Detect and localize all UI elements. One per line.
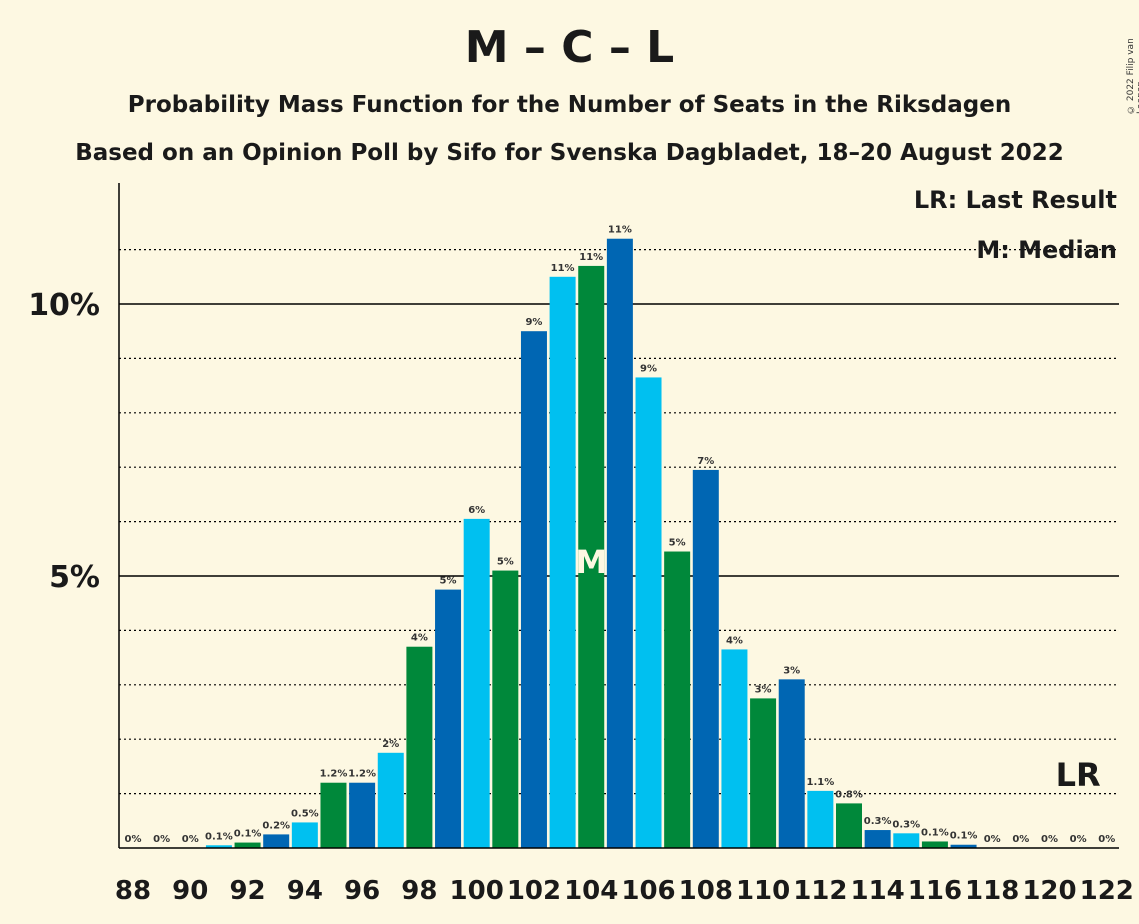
- bar-seat-96: [349, 782, 376, 848]
- x-tick-label: 100: [450, 876, 504, 906]
- x-tick-label: 110: [736, 876, 790, 906]
- bar-seat-113: [836, 803, 862, 848]
- bar-seat-92: [234, 842, 261, 848]
- bar-seat-93: [263, 834, 290, 848]
- bar-seat-95: [320, 782, 347, 848]
- bar-label-seat-117: 0.1%: [950, 831, 978, 842]
- bar-label-seat-102: 9%: [525, 317, 542, 328]
- bar-label-seat-107: 5%: [669, 538, 686, 549]
- y-tick-label: 5%: [49, 560, 100, 595]
- x-tick-label: 108: [679, 876, 733, 906]
- bar-label-seat-116: 0.1%: [921, 827, 949, 838]
- bar-label-seat-100: 6%: [468, 505, 485, 516]
- bar-label-seat-115: 0.3%: [892, 819, 920, 830]
- bar-label-seat-93: 0.2%: [262, 820, 290, 831]
- median-marker: M: [575, 543, 607, 581]
- bar-label-seat-94: 0.5%: [291, 808, 319, 819]
- last-result-marker: LR: [1056, 756, 1101, 794]
- bar-seat-100: [463, 518, 490, 848]
- bar-seat-101: [492, 570, 519, 848]
- bar-label-seat-112: 1.1%: [806, 777, 834, 788]
- chart-title: M – C – L: [464, 22, 675, 73]
- bar-label-seat-91: 0.1%: [205, 831, 233, 842]
- bar-label-seat-88: 0%: [125, 834, 142, 845]
- x-tick-label: 98: [401, 876, 437, 906]
- bar-seat-115: [893, 833, 920, 848]
- x-tick-label: 88: [115, 876, 151, 906]
- bar-label-seat-92: 0.1%: [234, 829, 262, 840]
- bar-seat-109: [721, 649, 748, 848]
- bar-seat-98: [406, 646, 433, 848]
- bar-label-seat-96: 1.2%: [348, 769, 376, 780]
- bar-label-seat-109: 4%: [726, 635, 743, 646]
- bar-label-seat-95: 1.2%: [320, 769, 348, 780]
- bar-label-seat-111: 3%: [783, 665, 800, 676]
- bar-seat-104: [578, 265, 605, 848]
- x-tick-label: 96: [344, 876, 380, 906]
- bar-label-seat-118: 0%: [984, 834, 1001, 845]
- bar-label-seat-119: 0%: [1012, 834, 1029, 845]
- x-tick-label: 112: [793, 876, 847, 906]
- bar-label-seat-120: 0%: [1041, 834, 1058, 845]
- x-tick-labels: 88 90 92 94 96 98 100 102 104 106 108 110 112 114 116 1…: [115, 876, 1134, 906]
- x-tick-label: 118: [965, 876, 1019, 906]
- x-tick-label: 116: [908, 876, 962, 906]
- bar-label-seat-122: 0%: [1098, 834, 1115, 845]
- bar-seat-114: [864, 830, 891, 848]
- bar-seat-97: [377, 752, 404, 848]
- bar-seat-91: [205, 845, 232, 848]
- bar-seat-117: [950, 844, 977, 848]
- bar-label-seat-89: 0%: [153, 834, 170, 845]
- bar-label-seat-103: 11%: [551, 263, 575, 274]
- chart-subtitle: Probability Mass Function for the Number…: [127, 92, 1012, 118]
- x-tick-label: 106: [621, 876, 675, 906]
- bar-label-seat-105: 11%: [608, 225, 632, 236]
- bar-label-seat-104: 11%: [579, 252, 603, 263]
- legend-last-result: LR: Last Result: [914, 186, 1117, 214]
- bar-seat-116: [921, 841, 948, 848]
- legend-median: M: Median: [976, 236, 1117, 264]
- bar-label-seat-90: 0%: [182, 834, 199, 845]
- bar-seat-105: [606, 238, 633, 849]
- chart-source-subtitle: Based on an Opinion Poll by Sifo for Sve…: [75, 140, 1064, 166]
- markers-group: M LR: [575, 543, 1100, 794]
- bar-label-seat-121: 0%: [1070, 834, 1087, 845]
- bar-label-seat-113: 0.8%: [835, 789, 863, 800]
- bar-label-seat-97: 2%: [382, 739, 399, 750]
- bar-seat-107: [664, 551, 691, 848]
- bar-label-seat-114: 0.3%: [864, 816, 892, 827]
- bars-group: [205, 238, 977, 849]
- bar-seat-94: [291, 822, 318, 848]
- bar-label-seat-98: 4%: [411, 633, 428, 644]
- x-tick-label: 102: [507, 876, 561, 906]
- bar-seat-108: [692, 469, 719, 848]
- bar-seat-103: [549, 276, 576, 848]
- bar-seat-106: [635, 377, 662, 848]
- y-tick-labels: 5% 10%: [28, 288, 100, 595]
- bar-label-seat-106: 9%: [640, 363, 657, 374]
- bar-seat-99: [435, 589, 462, 848]
- x-tick-label: 90: [172, 876, 208, 906]
- x-tick-label: 92: [229, 876, 265, 906]
- axes-group: [118, 183, 1119, 849]
- bar-seat-110: [750, 698, 777, 848]
- bar-label-seat-108: 7%: [697, 456, 714, 467]
- x-tick-label: 94: [287, 876, 323, 906]
- bar-labels-group: 0% 0% 0% 0.1% 0.1%0.2%0.5%1.2% 1.2%2%4%5%6%5%…: [125, 225, 1116, 845]
- bar-label-seat-110: 3%: [755, 684, 772, 695]
- bar-seat-112: [807, 790, 834, 848]
- x-tick-label: 104: [564, 876, 618, 906]
- x-tick-label: 120: [1022, 876, 1076, 906]
- bar-seat-102: [520, 331, 547, 848]
- bar-seat-111: [778, 679, 805, 848]
- x-tick-label: 122: [1080, 876, 1134, 906]
- y-tick-label: 10%: [28, 288, 100, 323]
- x-tick-label: 114: [850, 876, 904, 906]
- bar-label-seat-101: 5%: [497, 557, 514, 568]
- bar-label-seat-99: 5%: [440, 576, 457, 587]
